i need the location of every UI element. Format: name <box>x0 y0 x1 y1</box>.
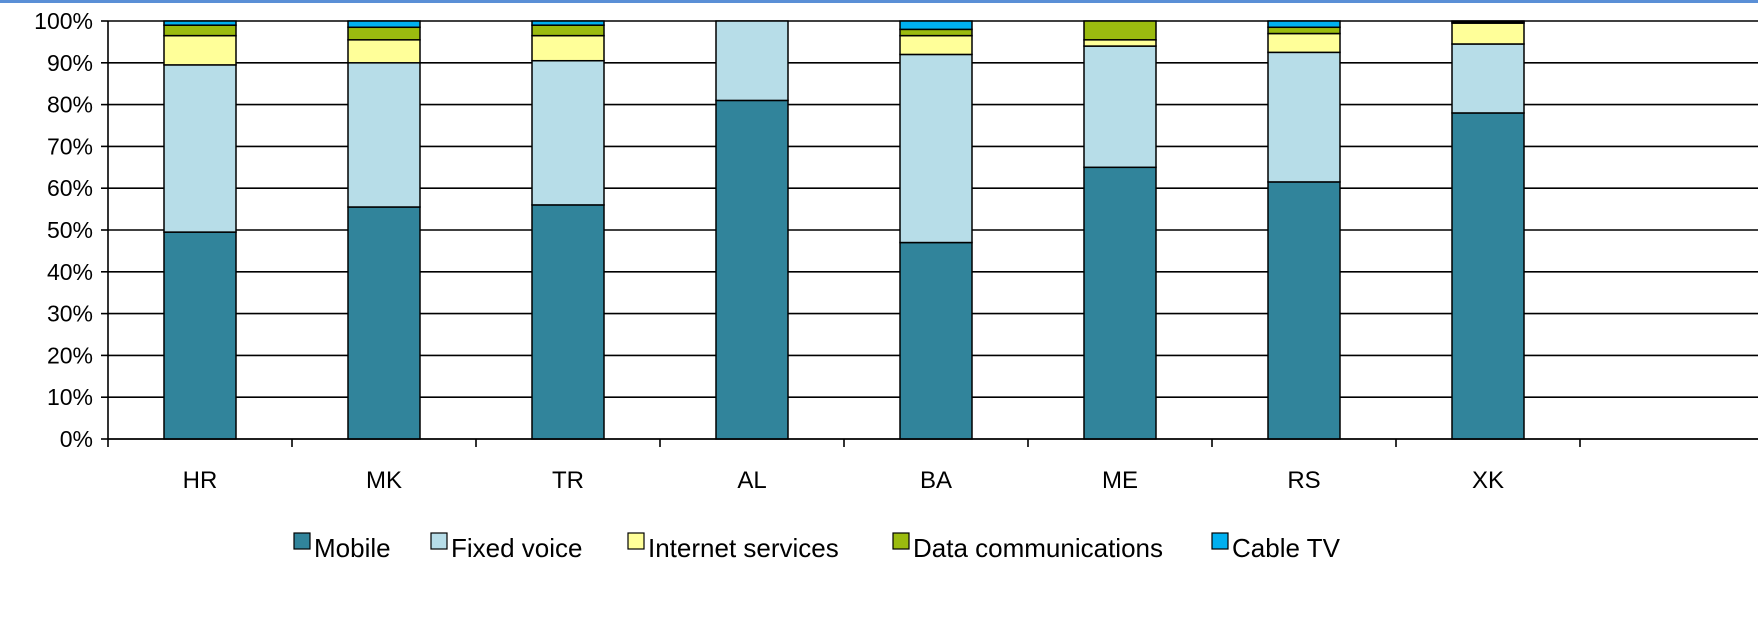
legend-item: Fixed voice <box>430 532 583 563</box>
legend: Mobile Fixed voice Internet services Data c… <box>293 532 1341 563</box>
bar-segment-fixed-voice <box>531 59 605 206</box>
x-tick-label: XK <box>1472 467 1504 494</box>
bar-segment-fixed-voice <box>1083 45 1157 169</box>
x-category-labels: HR MK TR AL BA ME RS XK <box>183 467 1504 494</box>
bar-segment-cable-tv <box>899 20 973 31</box>
y-tick-label: 10% <box>47 384 93 410</box>
bar-segment-mobile <box>531 204 605 440</box>
legend-swatch <box>892 532 910 550</box>
legend-swatch <box>293 532 311 550</box>
bar-segment-internet-services <box>1083 39 1157 47</box>
bar-segment-data-communications <box>1267 26 1341 35</box>
bars <box>163 20 1525 440</box>
bar-segment-internet-services <box>163 34 237 66</box>
legend-swatch <box>1211 532 1229 550</box>
bar-segment-data-communications <box>163 24 237 37</box>
bar-segment-cable-tv <box>531 20 605 26</box>
legend-item: Mobile <box>293 532 391 563</box>
bar-segment-fixed-voice <box>899 53 973 244</box>
bar-segment-cable-tv <box>1451 20 1525 23</box>
bar-segment-fixed-voice <box>1451 43 1525 114</box>
legend-swatch <box>627 532 645 550</box>
y-tick-label: 70% <box>47 133 93 159</box>
y-tick-label: 50% <box>47 217 93 243</box>
x-tick-label: MK <box>366 467 402 494</box>
bar-segment-internet-services <box>1451 22 1525 45</box>
bar-segment-mobile <box>899 241 973 440</box>
bar-segment-internet-services <box>347 39 421 64</box>
y-tick-label: 90% <box>47 50 93 76</box>
x-tick-label: HR <box>183 467 218 494</box>
bar-segment-fixed-voice <box>163 64 237 233</box>
bar-segment-data-communications <box>1083 20 1157 41</box>
legend-label: Mobile <box>314 533 391 563</box>
legend-item: Internet services <box>627 532 839 563</box>
legend-swatch <box>430 532 448 550</box>
bar-segment-cable-tv <box>1267 20 1341 29</box>
legend-label: Data communications <box>913 533 1163 563</box>
y-tick-label: 0% <box>60 426 93 452</box>
legend-label: Fixed voice <box>451 533 583 563</box>
y-tick-label: 80% <box>47 92 93 118</box>
bar-segment-internet-services <box>531 34 605 62</box>
bar-segment-mobile <box>347 206 421 440</box>
x-tick-label: TR <box>552 467 584 494</box>
y-tick-label: 30% <box>47 301 93 327</box>
x-tick-label: RS <box>1287 467 1320 494</box>
y-tick-label: 40% <box>47 259 93 285</box>
bar-segment-data-communications <box>347 26 421 41</box>
x-axis-ticks <box>107 439 1581 447</box>
bar-segment-internet-services <box>899 34 973 56</box>
bar-segment-mobile <box>163 231 237 440</box>
bar-segment-fixed-voice <box>347 62 421 208</box>
x-tick-label: AL <box>737 467 766 494</box>
y-tick-label: 60% <box>47 175 93 201</box>
bar-segment-cable-tv <box>163 20 237 26</box>
bar-segment-mobile <box>1451 112 1525 440</box>
bar-segment-data-communications <box>531 24 605 37</box>
x-tick-label: BA <box>920 467 952 494</box>
bar-segment-fixed-voice <box>715 20 789 102</box>
legend-item: Data communications <box>892 532 1163 563</box>
bar-segment-mobile <box>1083 166 1157 440</box>
legend-item: Cable TV <box>1211 532 1341 563</box>
y-axis-ticks: 0% 10% 20% 30% 40% 50% 60% 70% 80% 90% 100% <box>34 8 108 452</box>
y-tick-label: 100% <box>34 8 93 34</box>
legend-label: Cable TV <box>1232 533 1341 563</box>
bar-segment-cable-tv <box>347 20 421 29</box>
bar-segment-internet-services <box>1267 32 1341 54</box>
bar-segment-fixed-voice <box>1267 51 1341 183</box>
bar-segment-data-communications <box>899 28 973 37</box>
legend-label: Internet services <box>648 533 839 563</box>
top-border <box>0 0 1758 3</box>
bar-segment-mobile <box>715 99 789 440</box>
x-tick-label: ME <box>1102 467 1138 494</box>
bar-segment-mobile <box>1267 181 1341 440</box>
y-tick-label: 20% <box>47 342 93 368</box>
